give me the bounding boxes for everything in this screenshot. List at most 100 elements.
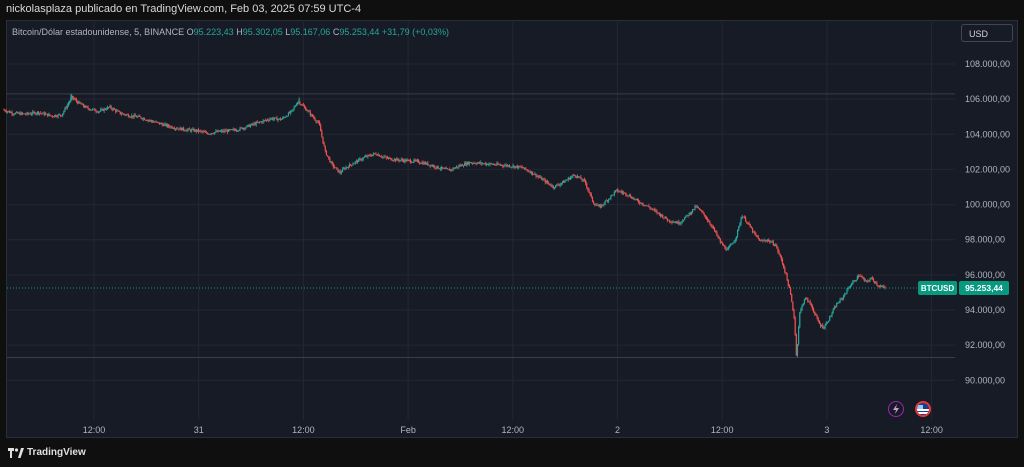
candle-body [105,109,108,111]
candle-body [11,112,13,115]
brand-name: TradingView [27,447,86,458]
candle-body [369,155,371,156]
candle-body [720,242,723,243]
candle-body [260,121,262,123]
candle-body [809,301,811,304]
candle-body [40,112,42,114]
candle-body [257,121,260,123]
candle-body [836,303,838,308]
candle-body [183,127,185,131]
candle-body [874,281,876,283]
high-label: H [236,27,243,37]
candle-body [784,267,786,273]
candle-body [716,231,718,236]
candle-body [871,277,873,279]
candle-body [103,108,105,111]
candle-body [788,285,791,289]
candle-body [694,206,696,210]
candle-body [646,205,648,207]
candle-body [490,163,492,165]
candle-body [491,163,493,165]
candle-body [424,162,427,165]
candle-body [801,305,803,309]
lightning-icon[interactable] [888,401,904,417]
candle-body [159,123,162,125]
candle-body [569,177,572,180]
candle-body [839,299,841,303]
candle-body [625,192,627,196]
candle-body [211,133,214,135]
candle-body [162,124,164,126]
candle-body [594,203,596,206]
candle-body [194,129,196,132]
candle-body [329,158,331,163]
candle-body [9,111,11,113]
candle-body [184,130,186,131]
candle-body [390,157,392,161]
candle-body [121,113,124,115]
candle-body [307,110,309,112]
candle-body [338,171,340,173]
candle-body [210,133,212,135]
candle-body [667,219,670,221]
candle-body [214,132,216,134]
candle-body [179,127,181,130]
candle-body [830,315,832,317]
chart-frame[interactable] [6,20,1018,438]
candle-body [204,131,207,133]
candle-body [20,112,22,115]
candle-body [709,222,711,225]
candle-body [475,163,477,165]
candle-body [295,104,298,106]
candle-body [143,118,146,120]
candle-body [612,194,614,196]
us-flag-icon[interactable] [915,401,931,417]
candle-body [496,163,498,165]
candle-body [232,129,234,130]
candle-body [151,121,154,123]
symbol-price-tag [918,280,957,295]
candle-body [753,231,755,233]
candle-body [442,167,444,169]
candle-body [264,120,266,121]
candle-body [596,204,598,206]
candle-body [608,199,610,202]
candle-body [593,201,595,204]
candle-body [855,280,857,282]
candle-body [385,156,387,158]
candle-body [872,278,875,282]
candle-body [704,214,706,218]
candle-body [107,107,109,110]
candle-body [834,307,837,308]
candle-body [558,185,560,186]
candle-body [254,123,256,125]
candle-body [461,164,463,166]
candle-body [553,187,556,189]
candle-body [884,287,886,289]
candle-body [100,109,102,112]
candle-body [636,198,638,201]
candle-body [789,288,792,295]
candle-body [191,129,193,132]
candle-body [763,240,765,242]
candle-body [441,167,443,169]
candle-body [209,133,211,135]
candle-body [19,112,21,115]
candle-body [155,121,157,123]
candle-body [544,179,546,183]
candle-body [473,162,475,164]
candle-body [807,298,809,303]
candle-body [259,121,261,123]
y-tick-label: 94.000,00 [965,305,1005,315]
candle-body [252,123,254,125]
candle-body [747,222,749,224]
candle-body [791,294,793,302]
candle-body [120,113,123,115]
candle-body [804,297,807,300]
currency-button[interactable]: USD [961,24,1013,42]
candle-body [74,99,76,100]
candle-body [746,221,748,223]
candle-body [379,156,382,158]
candle-body [215,131,217,133]
